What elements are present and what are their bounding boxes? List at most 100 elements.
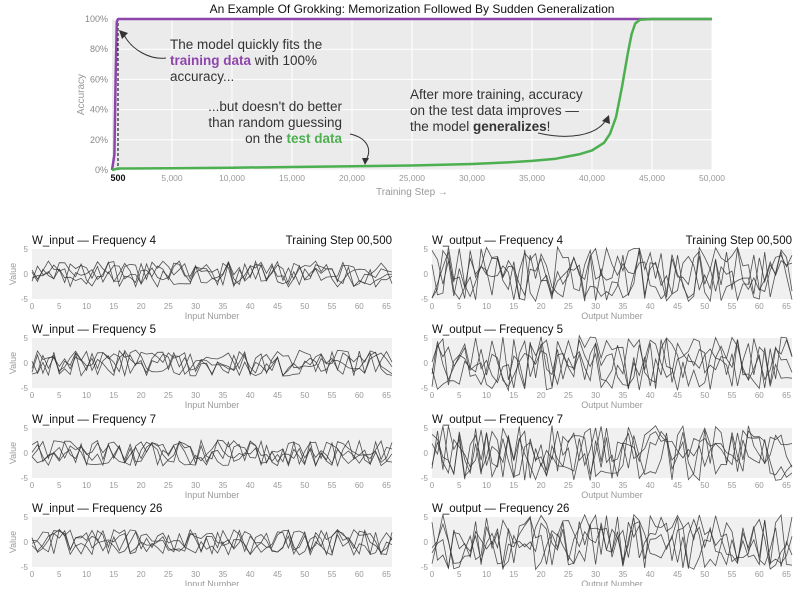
panel-y-tick-label: 0	[424, 538, 429, 547]
x-tick-label: 10,000	[219, 173, 245, 183]
panel-x-tick-label: 40	[246, 302, 255, 311]
panel-x-tick-label: 55	[328, 570, 337, 579]
annotation-test-line2: than random guessing	[208, 115, 342, 130]
annotation-gen-line3: the model generalizes!	[410, 119, 550, 134]
weight-series-line	[431, 336, 793, 392]
panel-x-tick-label: 15	[509, 391, 518, 400]
panel-x-axis-label: Output Number	[581, 311, 643, 321]
weight-series-line	[31, 439, 393, 467]
panel-y-axis-label: Value	[8, 442, 18, 464]
weight-series-line	[31, 349, 393, 378]
weight-series-line	[431, 515, 793, 571]
panel-x-tick-label: 20	[537, 570, 546, 579]
panel-x-tick-label: 50	[300, 481, 309, 490]
panel-x-tick-label: 0	[430, 570, 435, 579]
panel-x-tick-label: 25	[164, 302, 173, 311]
panel-x-tick-label: 25	[564, 302, 573, 311]
x-tick-label: 35,000	[519, 173, 545, 183]
panel-y-tick-label: 5	[24, 513, 29, 522]
chart-title: An Example Of Grokking: Memorization Fol…	[210, 2, 615, 16]
annotation-test-arrow	[349, 133, 370, 161]
panel-x-tick-label: 25	[564, 570, 573, 579]
panel-x-tick-label: 35	[218, 481, 227, 490]
panel-x-axis-label: Input Number	[185, 400, 240, 410]
panel-y-tick-label: -5	[421, 474, 429, 483]
panel-x-tick-label: 65	[782, 570, 791, 579]
panel-x-tick-label: 35	[618, 481, 627, 490]
weight-panel-input-freq-4: W_input — Frequency 4 Training Step 00,50…	[8, 235, 393, 321]
panel-x-tick-label: 35	[618, 302, 627, 311]
panel-y-tick-label: -5	[421, 563, 429, 572]
x-tick-label: 45,000	[639, 173, 665, 183]
annotation-train-line1: The model quickly fits the	[170, 37, 322, 52]
panel-x-tick-label: 60	[755, 391, 764, 400]
panel-y-tick-label: 0	[24, 359, 29, 368]
panel-x-tick-label: 35	[618, 391, 627, 400]
panel-y-tick-label: 5	[24, 424, 29, 433]
y-tick-label: 80%	[90, 44, 108, 54]
training-step-label: Training Step 00,500	[686, 235, 792, 247]
panel-x-tick-label: 45	[673, 570, 682, 579]
panel-x-tick-label: 65	[782, 391, 791, 400]
panel-x-tick-label: 10	[82, 302, 91, 311]
weight-series-line	[31, 260, 393, 288]
panel-x-tick-label: 15	[509, 302, 518, 311]
y-tick-label: 20%	[90, 135, 108, 145]
panel-title: W_input — Frequency 4	[32, 235, 157, 247]
panel-title: W_input — Frequency 26	[32, 503, 162, 515]
panel-x-tick-label: 35	[618, 570, 627, 579]
panel-x-tick-label: 50	[300, 302, 309, 311]
panel-x-tick-label: 30	[591, 391, 600, 400]
panel-y-axis-label: Value	[8, 531, 18, 553]
panel-y-tick-label: -5	[421, 384, 429, 393]
panel-x-tick-label: 40	[646, 391, 655, 400]
weight-series-line	[431, 425, 793, 481]
panel-x-tick-label: 50	[700, 481, 709, 490]
panel-x-tick-label: 25	[164, 391, 173, 400]
annotation-train-arrowhead	[119, 30, 128, 39]
panel-x-tick-label: 10	[482, 302, 491, 311]
panel-x-axis-label: Input Number	[185, 579, 240, 586]
panel-x-axis-label: Output Number	[581, 490, 643, 500]
panel-background	[32, 517, 392, 567]
panel-x-tick-label: 10	[482, 570, 491, 579]
x-tick-label: 30,000	[459, 173, 485, 183]
panel-x-tick-label: 50	[700, 302, 709, 311]
panel-y-axis-label: Value	[8, 263, 18, 285]
panel-x-tick-label: 15	[509, 481, 518, 490]
panel-x-tick-label: 60	[755, 302, 764, 311]
panel-x-tick-label: 45	[273, 391, 282, 400]
panel-x-tick-label: 25	[564, 481, 573, 490]
panel-x-tick-label: 0	[430, 481, 435, 490]
annotation-gen-line1: After more training, accuracy	[410, 87, 583, 102]
panel-x-tick-label: 45	[673, 481, 682, 490]
panel-x-tick-label: 30	[191, 302, 200, 311]
panel-x-tick-label: 10	[482, 481, 491, 490]
panel-background	[432, 338, 792, 388]
weight-series-line	[31, 438, 393, 467]
x-tick-label: 50,000	[699, 173, 725, 183]
panel-x-tick-label: 10	[82, 391, 91, 400]
weight-series-line	[431, 247, 793, 303]
panel-x-tick-label: 35	[218, 302, 227, 311]
x-tick-label: 15,000	[279, 173, 305, 183]
panel-y-tick-label: 0	[24, 270, 29, 279]
panel-x-tick-label: 45	[273, 302, 282, 311]
panel-x-tick-label: 25	[564, 391, 573, 400]
panel-x-tick-label: 55	[328, 391, 337, 400]
panel-x-tick-label: 65	[782, 481, 791, 490]
panel-x-tick-label: 20	[137, 570, 146, 579]
panel-y-tick-label: 5	[424, 245, 429, 254]
x-tick-label: 40,000	[579, 173, 605, 183]
panel-x-tick-label: 0	[30, 302, 35, 311]
panel-title: W_output — Frequency 26	[432, 503, 569, 515]
weight-series-line	[431, 425, 793, 481]
panel-y-axis-label: Value	[8, 352, 18, 374]
weight-series-line	[431, 513, 793, 570]
panel-x-tick-label: 30	[191, 391, 200, 400]
panel-x-tick-label: 60	[355, 481, 364, 490]
weight-series-line	[431, 245, 793, 303]
